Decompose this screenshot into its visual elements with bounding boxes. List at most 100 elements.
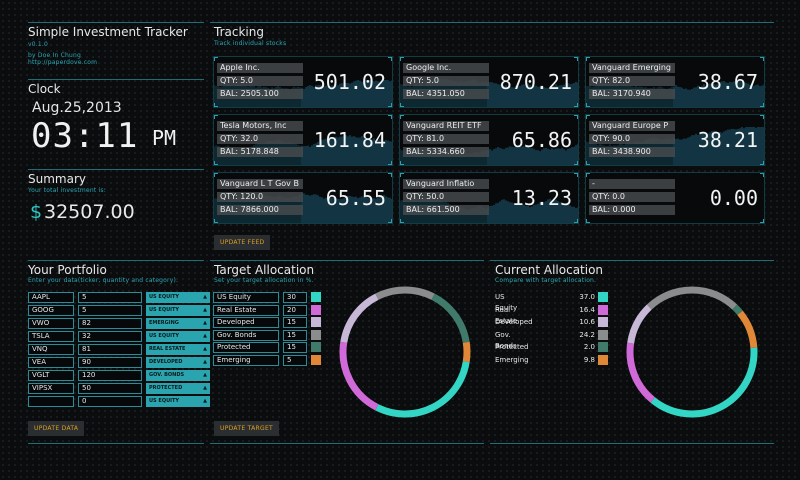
ticker-input[interactable] (28, 396, 74, 407)
category-label: Developed (495, 318, 533, 326)
target-percent-input[interactable]: 15 (283, 342, 307, 353)
category-select[interactable]: US EQUITY ▲ (146, 396, 210, 407)
total-investment: 32507.00 (44, 201, 135, 223)
stock-balance: BAL: 4351.050 (403, 89, 489, 99)
current-percent: 16.4 (579, 305, 595, 314)
tile-corner (388, 161, 392, 165)
color-swatch (598, 342, 608, 352)
ticker-input[interactable]: VNQ (28, 344, 74, 355)
ticker-input[interactable]: VEA (28, 357, 74, 368)
category-label: Protected (213, 342, 279, 353)
category-label: Developed (213, 317, 279, 328)
category-label: Protected (495, 343, 529, 351)
category-label: Emerging (213, 354, 279, 366)
current-percent: 9.8 (583, 355, 595, 364)
category-value: DEVELOPED (149, 359, 183, 365)
tile-corner (214, 219, 218, 223)
update-data-button[interactable]: UPDATE DATA (28, 421, 85, 436)
tile-corner (214, 103, 218, 107)
color-swatch (311, 304, 321, 315)
target-percent-input[interactable]: 5 (283, 354, 307, 366)
category-label: Real Estate (213, 304, 279, 316)
category-select[interactable]: GOV. BONDS ▲ (146, 370, 210, 381)
tile-corner (760, 173, 764, 177)
quantity-input[interactable]: 120 (78, 370, 142, 381)
summary-title: Summary (28, 172, 86, 186)
quantity-input[interactable]: 32 (78, 331, 142, 342)
divider (28, 260, 204, 261)
target-percent-input[interactable]: 30 (283, 292, 307, 303)
stock-tile: Vanguard L T Gov B QTY: 120.0 BAL: 7866.00… (213, 172, 393, 224)
tile-corner (214, 57, 218, 61)
divider (28, 443, 204, 444)
quantity-input[interactable]: 5 (78, 292, 142, 303)
quantity-input[interactable]: 5 (78, 305, 142, 316)
color-swatch (598, 292, 608, 302)
stock-tile: Vanguard REIT ETF QTY: 81.0 BAL: 5334.660 6… (399, 114, 579, 166)
divider (28, 169, 204, 170)
ticker-input[interactable]: VWO (28, 318, 74, 329)
category-select[interactable]: REAL ESTATE ▲ (146, 344, 210, 355)
category-value: US EQUITY (149, 333, 180, 339)
tile-corner (574, 219, 578, 223)
category-select[interactable]: DEVELOPED ▲ (146, 357, 210, 368)
tile-corner (760, 161, 764, 165)
update-target-button[interactable]: UPDATE TARGET (214, 421, 280, 436)
tile-corner (388, 103, 392, 107)
color-swatch (311, 342, 321, 352)
tile-corner (760, 103, 764, 107)
tile-corner (586, 115, 590, 119)
donut-slice-emerging (462, 341, 471, 363)
donut-slice-us-equity (650, 347, 758, 418)
app-site-link[interactable]: http://paperdove.com (28, 59, 98, 66)
quantity-input[interactable]: 82 (78, 318, 142, 329)
stock-quantity: QTY: 32.0 (217, 134, 303, 144)
dropdown-arrow-icon: ▲ (203, 294, 207, 300)
target-percent-input[interactable]: 15 (283, 329, 307, 341)
tile-corner (574, 161, 578, 165)
category-label: Gov. Bonds (213, 329, 279, 341)
category-value: US EQUITY (149, 398, 180, 404)
stock-quantity: QTY: 5.0 (403, 76, 489, 86)
clock-date: Aug.25,2013 (32, 100, 122, 116)
stock-name: Vanguard L T Gov B (217, 179, 303, 189)
tile-corner (400, 57, 404, 61)
category-select[interactable]: US EQUITY ▲ (146, 305, 210, 316)
ticker-input[interactable]: VGLT (28, 370, 74, 381)
tile-corner (586, 219, 590, 223)
ticker-input[interactable]: AAPL (28, 292, 74, 303)
stock-balance: BAL: 5334.660 (403, 147, 489, 157)
stock-price: 38.67 (697, 70, 758, 94)
ticker-input[interactable]: GOOG (28, 305, 74, 316)
category-select[interactable]: US EQUITY ▲ (146, 292, 210, 303)
dropdown-arrow-icon: ▲ (203, 346, 207, 352)
tracking-subtitle: Track individual stocks (214, 40, 287, 47)
target-percent-input[interactable]: 15 (283, 317, 307, 328)
category-select[interactable]: EMERGING ▲ (146, 318, 210, 329)
divider (210, 443, 484, 444)
quantity-input[interactable]: 50 (78, 383, 142, 394)
ticker-input[interactable]: TSLA (28, 331, 74, 342)
target-title: Target Allocation (214, 263, 315, 277)
category-label: Emerging (495, 355, 529, 364)
target-percent-input[interactable]: 20 (283, 304, 307, 316)
current-percent: 10.6 (579, 318, 595, 326)
category-select[interactable]: PROTECTED ▲ (146, 383, 210, 394)
donut-slice-gov-bonds (646, 286, 738, 310)
stock-name: Apple Inc. (217, 63, 303, 73)
tile-corner (214, 161, 218, 165)
stock-balance: BAL: 2505.100 (217, 89, 303, 99)
category-value: US EQUITY (149, 307, 180, 313)
update-feed-button[interactable]: UPDATE FEED (214, 235, 271, 250)
category-select[interactable]: US EQUITY ▲ (146, 331, 210, 342)
tile-corner (586, 57, 590, 61)
donut-slice-gov-bonds (375, 286, 435, 300)
quantity-input[interactable]: 81 (78, 344, 142, 355)
tile-corner (400, 173, 404, 177)
quantity-input[interactable]: 90 (78, 357, 142, 368)
quantity-input[interactable]: 0 (78, 396, 142, 407)
portfolio-title: Your Portfolio (28, 263, 107, 277)
ticker-input[interactable]: VIPSX (28, 383, 74, 394)
tile-corner (388, 57, 392, 61)
divider (490, 260, 774, 261)
